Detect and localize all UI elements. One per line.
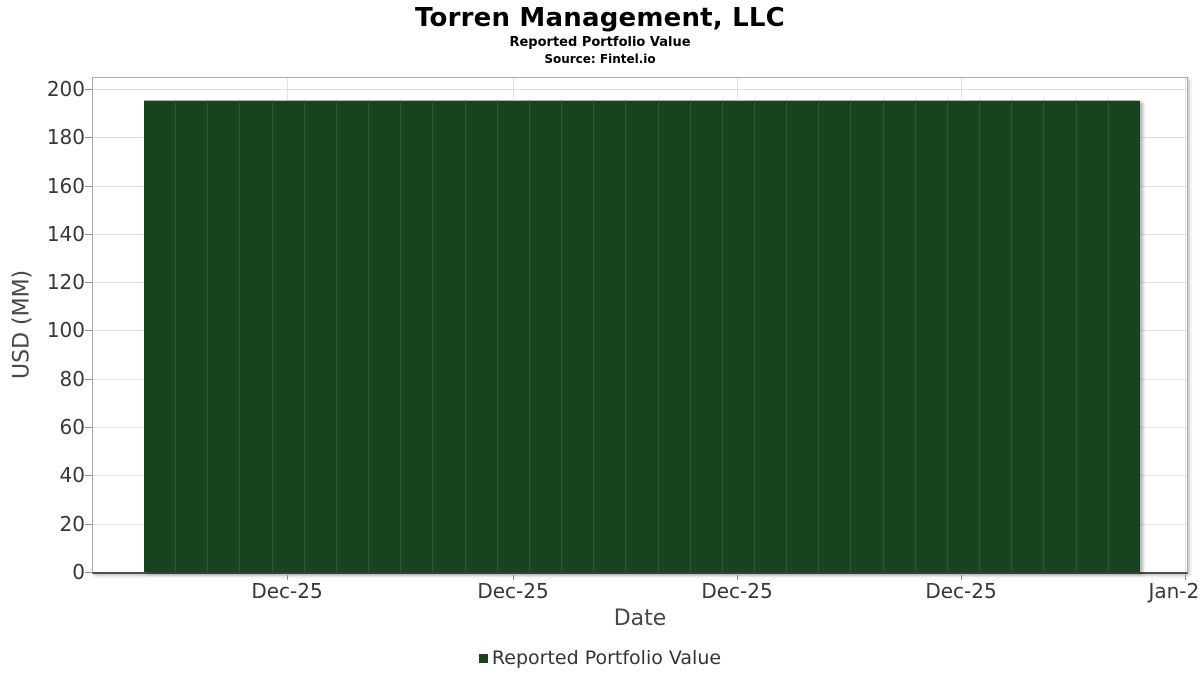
x-tick-label: Jan-2 xyxy=(1148,579,1200,603)
y-tick-mark xyxy=(85,330,92,331)
legend: Reported Portfolio Value xyxy=(0,646,1200,670)
gridline-vertical xyxy=(1185,78,1186,572)
y-tick-label: 160 xyxy=(46,174,85,198)
y-tick-mark xyxy=(85,137,92,138)
bar xyxy=(722,100,755,572)
bar xyxy=(433,100,466,572)
x-tick-mark xyxy=(513,575,514,580)
bar xyxy=(208,100,241,572)
y-tick-mark xyxy=(85,427,92,428)
bar xyxy=(819,100,852,572)
y-tick-label: 80 xyxy=(59,367,85,391)
bar xyxy=(915,100,948,572)
x-tick-mark xyxy=(287,575,288,580)
y-tick-mark xyxy=(85,524,92,525)
bar xyxy=(690,100,723,572)
bar xyxy=(497,100,530,572)
bar xyxy=(176,100,209,572)
y-tick-mark xyxy=(85,475,92,476)
x-tick-label: Dec-25 xyxy=(701,579,773,603)
x-tick-label: Dec-25 xyxy=(925,579,997,603)
y-tick-label: 120 xyxy=(46,270,85,294)
bar xyxy=(883,100,916,572)
bar xyxy=(1108,100,1140,572)
bar xyxy=(947,100,981,572)
x-tick-label: Dec-25 xyxy=(251,579,323,603)
bar xyxy=(658,100,691,572)
chart-source: Source: Fintel.io xyxy=(544,52,656,66)
y-tick-label: 0 xyxy=(72,560,85,584)
bar xyxy=(144,100,177,572)
y-tick-label: 40 xyxy=(59,463,85,487)
bar xyxy=(1076,100,1109,572)
chart-title: Torren Management, LLC xyxy=(415,3,785,33)
y-tick-label: 20 xyxy=(59,512,85,536)
x-tick-mark xyxy=(737,575,738,580)
y-tick-label: 180 xyxy=(46,125,85,149)
bar xyxy=(240,100,273,572)
y-tick-label: 100 xyxy=(46,318,85,342)
bar xyxy=(562,100,595,572)
x-tick-label: Dec-25 xyxy=(477,579,549,603)
bar xyxy=(336,100,370,572)
y-tick-label: 200 xyxy=(46,77,85,101)
bar xyxy=(980,100,1013,572)
x-axis-label: Date xyxy=(613,606,667,631)
bar xyxy=(1044,100,1077,572)
y-tick-mark xyxy=(85,234,92,235)
bar xyxy=(754,100,788,572)
plot-area xyxy=(92,77,1188,574)
legend-marker-icon xyxy=(478,654,488,663)
bar xyxy=(304,100,337,572)
bar xyxy=(272,100,305,572)
y-tick-mark xyxy=(85,186,92,187)
bar xyxy=(369,100,402,572)
y-tick-mark xyxy=(85,572,92,573)
bar xyxy=(465,100,498,572)
y-tick-mark xyxy=(85,282,92,283)
gridline-horizontal xyxy=(93,89,1187,90)
x-tick-mark xyxy=(1185,575,1186,580)
chart-subtitle: Reported Portfolio Value xyxy=(509,35,691,50)
bar xyxy=(787,100,820,572)
x-tick-mark xyxy=(961,575,962,580)
bar xyxy=(529,100,563,572)
bar xyxy=(851,100,884,572)
y-tick-mark xyxy=(85,379,92,380)
legend-label: Reported Portfolio Value xyxy=(491,647,722,669)
y-tick-label: 140 xyxy=(46,222,85,246)
bar xyxy=(594,100,627,572)
bar-series xyxy=(144,100,1140,572)
bar xyxy=(626,100,659,572)
y-tick-label: 60 xyxy=(59,415,85,439)
bar xyxy=(401,100,434,572)
y-tick-mark xyxy=(85,89,92,90)
bar xyxy=(1012,100,1045,572)
